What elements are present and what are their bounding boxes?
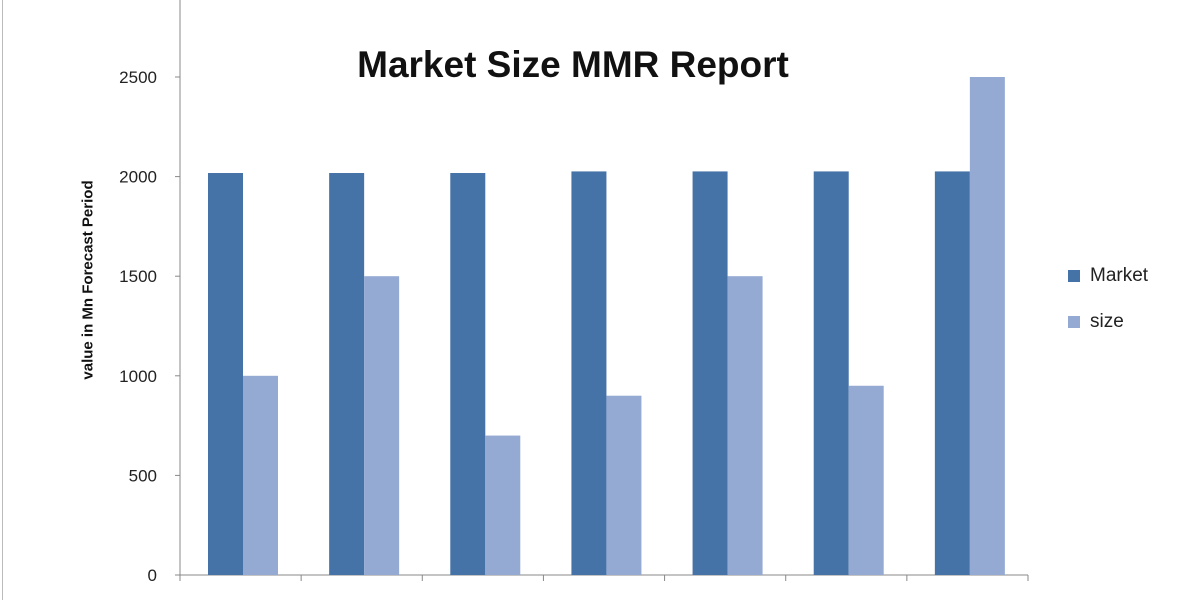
chart-title: Market Size MMR Report	[357, 44, 789, 85]
legend-label-market: Market	[1090, 265, 1149, 286]
bar-market	[450, 173, 486, 575]
y-tick-label: 2000	[119, 168, 157, 187]
bar-market	[571, 171, 607, 575]
bar-market	[934, 171, 970, 575]
bar-size	[606, 395, 642, 575]
bar-market	[208, 173, 243, 575]
y-tick-label: 0	[148, 566, 157, 585]
bar-size	[727, 276, 763, 575]
bar-market	[813, 171, 849, 575]
legend-item-market: Market	[1068, 265, 1148, 287]
y-tick-label: 500	[129, 466, 157, 485]
y-tick-label: 2500	[119, 68, 157, 87]
legend-swatch-size	[1068, 316, 1080, 328]
legend-item-size: size	[1068, 311, 1124, 333]
legend-swatch-market	[1068, 270, 1080, 282]
bar-size	[485, 435, 521, 575]
legend-label-size: size	[1090, 311, 1124, 332]
bar-size	[364, 276, 400, 575]
bar-size	[243, 375, 278, 575]
bar-market	[692, 171, 728, 575]
y-tick-label: 1000	[119, 367, 157, 386]
bar-size	[969, 77, 1005, 575]
bar-size	[848, 385, 884, 575]
y-tick-label: 1500	[119, 267, 157, 286]
bar-market	[329, 173, 365, 575]
